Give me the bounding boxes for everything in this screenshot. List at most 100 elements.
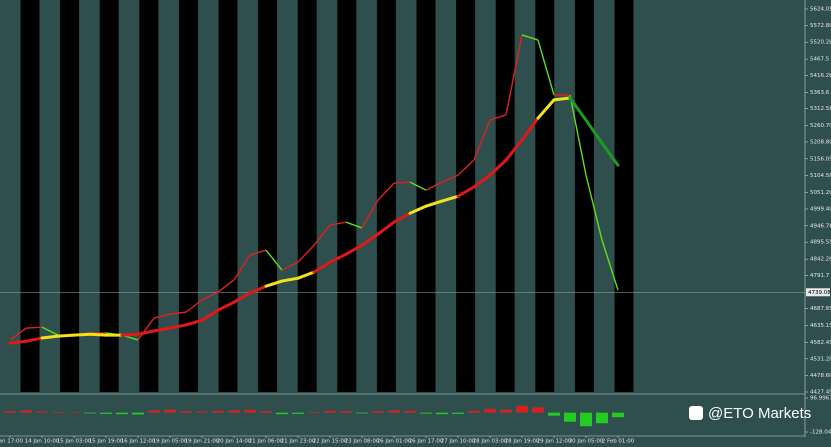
y-tick-label: 4946.78 [810,223,831,229]
ma-segment [184,318,204,327]
ma-segment [136,329,156,336]
price-segment [297,244,315,263]
y-tick-label: 5520.28 [810,40,831,46]
ma-segment [600,141,620,167]
osc-bar [404,410,416,413]
ma-segment [472,173,492,189]
osc-bar [148,410,160,413]
last-price-box [806,288,830,297]
ma-segment [568,96,588,122]
ma-segment [56,333,76,338]
session-band [535,0,555,392]
ma-segment [552,96,572,102]
osc-tick-label: 96.9967 [810,396,831,402]
price-segment [41,326,59,336]
price-segment [377,182,395,201]
osc-bar [356,412,368,414]
x-tick-label: 29 Jan 12:00 [537,439,572,445]
price-segment [313,224,331,246]
y-tick-label: 5416.28 [810,73,831,79]
osc-bar [4,411,16,413]
y-tick-label: 4427.45 [810,390,831,396]
y-tick-label: 5208.80 [810,139,831,145]
ma-segment [200,308,220,322]
ma-segment [280,276,300,283]
ma-segment [8,339,28,345]
osc-bar [132,412,144,415]
price-segment [249,249,267,256]
y-tick-label: 5051.20 [810,190,831,196]
price-segment [281,261,299,271]
y-tick-label: 5104.58 [810,173,831,179]
price-segment [25,326,43,329]
price-segment [425,181,443,191]
session-band [297,0,317,392]
x-tick-label: Jan 17:00 [0,439,24,445]
session-band [456,0,476,392]
price-segment [265,249,283,271]
y-tick-label: 4999.40 [810,206,831,212]
x-tick-label: 19 Jan 05:00 [153,439,188,445]
session-band [416,0,436,392]
osc-bar [20,410,32,413]
osc-bar [260,411,272,413]
osc-bar [388,410,400,413]
ma-segment [536,98,556,120]
price-segment [569,94,587,176]
price-segment [457,159,475,176]
session-band [178,0,198,392]
osc-bar [292,412,304,414]
y-tick-label: 4842.28 [810,257,831,263]
osc-bar [612,412,624,418]
price-segment [409,181,427,191]
price-segment [345,221,363,229]
ma-segment [72,332,92,337]
osc-bar [436,412,448,415]
price-segment [329,221,347,226]
price-segment [361,199,379,229]
x-tick-label: 23 Jan 08:00 [345,439,380,445]
ma-segment [344,243,364,256]
price-segment [169,311,187,315]
ma-segment [376,220,396,236]
y-tick-label: 5312.58 [810,106,831,112]
x-tick-label: 28 Jan 19:00 [505,439,540,445]
price-segment [521,34,539,41]
y-tick-label: 4635.15 [810,323,831,329]
ma-segment [392,211,412,224]
price-segment [505,34,523,116]
session-band [20,0,40,392]
osc-bar [100,412,112,414]
ma-segment [456,185,476,198]
x-tick-label: 16 Jan 12:00 [121,439,156,445]
ma-segment [168,323,188,330]
ma-segment [24,336,44,343]
session-band [574,0,594,392]
ma-segment [312,260,332,274]
ma-segment [152,326,172,333]
osc-bar [452,412,464,414]
x-tick-label: 26 Jan 01:00 [377,439,412,445]
y-tick-label: 5624.05 [810,7,831,13]
session-band [99,0,119,392]
x-tick-label: 21 Jan 23:00 [281,439,316,445]
x-tick-label: 26 Jan 17:00 [409,439,444,445]
osc-bar [580,412,592,427]
ma-segment [88,332,108,337]
x-tick-label: 28 Jan 03:00 [473,439,508,445]
ma-segment [504,138,524,162]
price-segment [393,181,411,184]
y-tick-label: 5363.6 [810,90,830,96]
osc-bar [164,409,176,413]
x-tick-label: 21 Jan 06:00 [249,439,284,445]
osc-bar [420,412,432,414]
ma-segment [248,284,268,295]
osc-bar [324,410,336,413]
osc-bar [516,405,528,413]
osc-bar [180,411,192,413]
session-band [614,0,634,392]
x-tick-label: 22 Jan 15:00 [313,439,348,445]
price-segment [233,254,251,281]
price-segment [537,39,555,96]
